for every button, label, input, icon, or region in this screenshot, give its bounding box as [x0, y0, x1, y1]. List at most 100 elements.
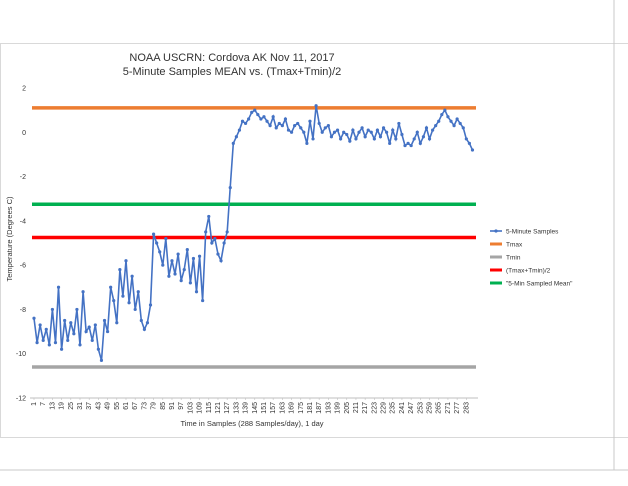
data-point [363, 135, 367, 139]
data-point [345, 132, 349, 137]
data-point [311, 137, 315, 141]
x-tick-label: 121 [215, 402, 222, 414]
x-tick-label: 25 [68, 402, 75, 410]
data-point [391, 128, 395, 132]
data-point [210, 241, 214, 245]
data-point [219, 259, 223, 263]
data-point [470, 148, 475, 152]
x-tick-label: 277 [454, 402, 461, 414]
data-point [326, 124, 330, 128]
data-point [47, 343, 51, 347]
data-point [323, 126, 327, 130]
data-point [250, 110, 254, 114]
data-point [124, 259, 128, 263]
data-point [96, 347, 100, 351]
x-tick-label: 193 [325, 402, 332, 414]
data-point [222, 241, 226, 245]
data-point [179, 279, 183, 283]
data-point [148, 303, 153, 307]
chart-area-border [0, 43, 628, 438]
data-point [173, 272, 177, 276]
y-tick-label: -8 [20, 307, 26, 314]
data-point [394, 137, 398, 141]
y-tick-label: -2 [20, 174, 26, 181]
data-point [415, 130, 419, 134]
data-point [237, 128, 242, 132]
data-point [317, 121, 321, 126]
x-tick-label: 205 [344, 402, 351, 414]
x-tick-label: 7 [40, 402, 47, 406]
data-point [201, 298, 205, 303]
y-tick-label: -4 [20, 218, 26, 225]
legend-label: Tmin [506, 254, 521, 261]
data-point [431, 128, 435, 132]
x-tick-label: 253 [417, 402, 424, 414]
data-point [87, 325, 91, 329]
data-point [286, 128, 291, 132]
x-tick-label: 229 [381, 402, 388, 414]
data-point [464, 137, 468, 141]
data-point [59, 347, 64, 351]
x-tick-label: 37 [86, 402, 93, 410]
data-point [44, 327, 48, 331]
data-point [191, 256, 196, 261]
data-point [176, 252, 180, 256]
data-point [446, 115, 450, 119]
data-point [164, 236, 168, 241]
data-point [32, 316, 36, 320]
data-point [41, 338, 45, 343]
data-point [372, 137, 376, 141]
data-point [320, 130, 324, 134]
legend-label: Tmax [506, 241, 523, 248]
data-point [280, 124, 284, 128]
data-point [375, 128, 380, 132]
x-tick-label: 79 [151, 402, 158, 410]
data-point [133, 307, 137, 312]
data-point [299, 126, 303, 130]
data-point [38, 323, 42, 327]
x-axis-title: Time in Samples (288 Samples/day), 1 day [180, 419, 323, 428]
data-point [231, 141, 235, 145]
data-point [139, 318, 143, 323]
x-tick-label: 199 [335, 402, 342, 414]
data-point [66, 338, 70, 343]
data-point [271, 115, 275, 119]
x-tick-label: 151 [261, 402, 268, 414]
x-tick-label: 67 [132, 402, 139, 410]
x-tick-label: 235 [390, 402, 397, 414]
data-point [406, 141, 410, 145]
y-tick-label: -12 [16, 396, 26, 403]
data-point [274, 126, 278, 130]
data-point [142, 327, 146, 331]
data-point [90, 338, 94, 343]
data-point [452, 124, 456, 128]
data-point [449, 119, 453, 123]
y-tick-label: 2 [22, 86, 26, 93]
y-axis-title: Temperature (Degrees C) [5, 196, 14, 282]
data-point [308, 119, 312, 123]
data-point [305, 141, 309, 145]
x-tick-label: 145 [252, 402, 259, 414]
x-tick-label: 265 [436, 402, 443, 414]
data-point [50, 307, 54, 312]
x-tick-label: 283 [463, 402, 470, 414]
data-point [121, 294, 125, 298]
x-tick-label: 127 [224, 402, 231, 414]
data-point [360, 126, 364, 130]
legend-marker [494, 229, 498, 233]
x-tick-label: 115 [206, 402, 213, 413]
data-point [256, 112, 260, 117]
data-point [207, 214, 211, 219]
chart-subtitle: 5-Minute Samples MEAN vs. (Tmax+Tmin)/2 [123, 66, 342, 78]
legend-label: 5-Minute Samples [506, 228, 559, 235]
y-axis-ticks: 2 0 -2 -4 -6 -8 -10 -12 [16, 86, 26, 403]
data-point [105, 329, 110, 334]
x-tick-label: 163 [279, 402, 286, 414]
x-tick-label: 223 [371, 402, 378, 414]
data-point [302, 130, 306, 134]
data-point [342, 130, 346, 134]
data-point [167, 274, 171, 278]
data-point [155, 241, 159, 245]
data-point [314, 104, 318, 108]
legend-label: "5-Min Sampled Mean" [506, 280, 573, 287]
